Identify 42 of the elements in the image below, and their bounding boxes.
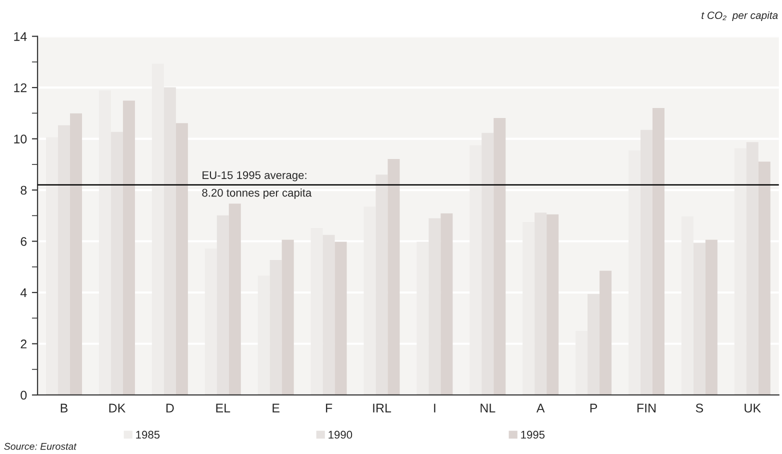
bar (758, 162, 770, 395)
y-tick-label: 2 (20, 340, 26, 348)
x-tick-label: FIN (637, 404, 656, 412)
y-tick-label: 6 (20, 237, 27, 246)
x-tick-label: B (60, 404, 68, 412)
bar (176, 123, 188, 395)
bar (388, 159, 400, 395)
y-tick-label: 8 (20, 186, 27, 195)
x-tick-label: F (326, 404, 332, 412)
bar (440, 213, 453, 395)
x-tick-label: UK (744, 404, 761, 412)
ref-line-label: EU-15 1995 average: 8.20 tonnes per capita (202, 171, 312, 199)
y-axis-title: t CO₂ per capita (702, 11, 778, 22)
x-tick-label: DK (109, 404, 126, 412)
y-tick-label: 0 (20, 390, 27, 400)
bar (494, 118, 506, 395)
bar (228, 204, 241, 395)
x-tick-label: NL (480, 404, 496, 412)
x-tick-label: D (166, 404, 174, 412)
y-tick-label: 4 (20, 288, 27, 298)
bar (334, 242, 347, 395)
x-tick-label: S (696, 404, 704, 412)
x-tick-label: I (434, 404, 436, 412)
source-note: Source: Eurostat (4, 442, 77, 450)
bar (282, 240, 294, 395)
bar (70, 113, 82, 395)
x-tick-label: E (272, 404, 280, 412)
bar (705, 240, 718, 395)
x-tick-label: P (590, 404, 598, 412)
x-tick-label: EL (216, 404, 230, 412)
x-tick-label: A (536, 404, 545, 412)
legend-label: 1995 (521, 430, 545, 439)
x-tick-label: IRL (373, 404, 392, 412)
y-tick-label: 10 (14, 134, 27, 144)
bar (600, 270, 612, 395)
bar (122, 100, 135, 395)
bar (652, 108, 664, 395)
y-tick-label: 12 (14, 83, 26, 92)
legend-label: 1990 (328, 430, 352, 439)
bar (546, 214, 559, 395)
y-tick-label: 14 (14, 32, 27, 41)
legend-label: 1985 (136, 430, 160, 439)
